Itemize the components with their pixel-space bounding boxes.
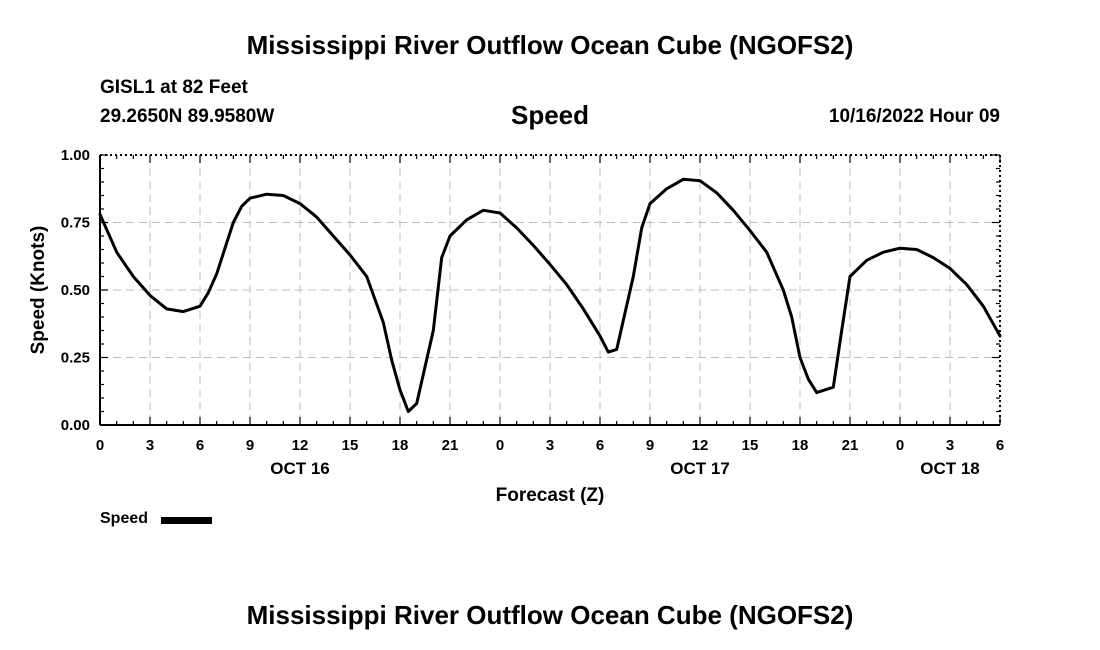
x-tick-label: 21 [842, 437, 859, 454]
x-tick-label: 6 [996, 437, 1004, 454]
x-tick-label: 3 [146, 437, 154, 454]
date-label: OCT 17 [670, 459, 730, 478]
y-tick-label: 0.50 [61, 282, 90, 299]
x-tick-label: 3 [546, 437, 554, 454]
legend-label: Speed [100, 510, 149, 527]
x-tick-label: 0 [896, 437, 904, 454]
chart-title: Speed [510, 100, 590, 130]
footer-title: Mississippi River Outflow Ocean Cube (NG… [246, 600, 854, 630]
x-tick-label: 9 [246, 437, 254, 454]
x-tick-label: 21 [442, 437, 459, 454]
y-tick-label: 0.25 [61, 350, 90, 367]
x-tick-label: 0 [96, 437, 104, 454]
station-coordinates: 29.2650N 89.9580W [100, 106, 275, 127]
y-axis-label: Speed (Knots) [28, 226, 49, 355]
date-label: OCT 18 [920, 459, 980, 478]
x-tick-label: 3 [946, 437, 954, 454]
x-tick-label: 6 [196, 437, 204, 454]
x-axis-label: Forecast (Z) [496, 485, 605, 506]
x-tick-label: 18 [792, 437, 809, 454]
x-tick-label: 15 [342, 437, 359, 454]
x-tick-label: 18 [392, 437, 409, 454]
main-title: Mississippi River Outflow Ocean Cube (NG… [246, 30, 854, 60]
station-label: GISL1 at 82 Feet [100, 77, 248, 98]
x-tick-label: 6 [596, 437, 604, 454]
y-tick-label: 1.00 [61, 147, 90, 164]
y-tick-label: 0.00 [61, 417, 90, 434]
x-tick-label: 9 [646, 437, 654, 454]
legend-swatch [161, 517, 212, 524]
x-tick-label: 12 [692, 437, 709, 454]
x-tick-label: 15 [742, 437, 759, 454]
x-tick-label: 0 [496, 437, 504, 454]
x-tick-label: 12 [292, 437, 309, 454]
y-tick-label: 0.75 [61, 215, 90, 232]
forecast-datetime: 10/16/2022 Hour 09 [828, 106, 1000, 127]
date-label: OCT 16 [270, 459, 330, 478]
speed-series-line [98, 177, 1002, 413]
